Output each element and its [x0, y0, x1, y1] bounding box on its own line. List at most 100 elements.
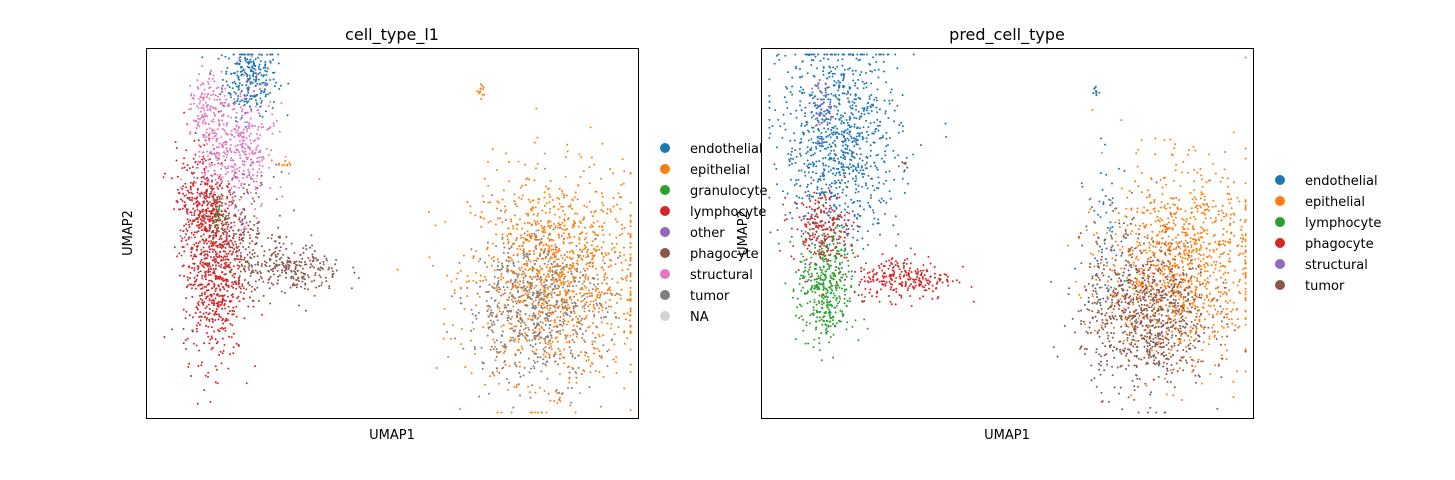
scatter-point [814, 141, 817, 144]
scatter-point [243, 97, 246, 100]
scatter-point [211, 280, 214, 283]
scatter-point [571, 355, 574, 358]
scatter-point [216, 214, 218, 217]
scatter-point [552, 248, 555, 251]
scatter-point [205, 166, 208, 169]
scatter-point [239, 252, 242, 254]
scatter-point [224, 246, 227, 249]
scatter-point [543, 228, 546, 231]
scatter-point [585, 329, 587, 332]
scatter-point [495, 286, 498, 289]
scatter-point [535, 348, 538, 351]
scatter-point [527, 269, 530, 272]
scatter-point [873, 161, 876, 164]
scatter-point [250, 97, 253, 100]
scatter-point [575, 335, 578, 338]
scatter-point [487, 201, 490, 204]
scatter-point [545, 202, 548, 205]
scatter-point [549, 311, 552, 314]
scatter-point [238, 126, 241, 129]
scatter-point [522, 253, 525, 256]
scatter-point [224, 87, 227, 90]
scatter-point [502, 286, 505, 289]
scatter-point [840, 179, 843, 182]
scatter-point [239, 233, 242, 236]
scatter-point [581, 333, 584, 335]
scatter-point [865, 119, 868, 122]
scatter-point [843, 85, 846, 88]
scatter-point [200, 235, 203, 238]
scatter-point [583, 226, 586, 229]
scatter-point [832, 131, 835, 134]
scatter-point [543, 350, 546, 353]
scatter-point [522, 374, 525, 377]
scatter-point [616, 220, 619, 223]
scatter-point [574, 191, 577, 194]
scatter-point [838, 160, 841, 163]
scatter-point [548, 327, 551, 330]
scatter-point [582, 170, 585, 173]
scatter-point [215, 87, 218, 90]
scatter-point [185, 297, 188, 299]
scatter-point [829, 152, 832, 155]
series-epithelial [270, 83, 632, 414]
scatter-point [205, 143, 208, 145]
scatter-point [571, 266, 573, 269]
scatter-point [216, 212, 219, 215]
scatter-point [244, 270, 247, 273]
scatter-point [250, 80, 252, 83]
scatter-point [213, 115, 216, 117]
scatter-point [325, 280, 328, 283]
scatter-point [539, 320, 542, 323]
scatter-point [245, 156, 248, 159]
scatter-point [867, 126, 870, 129]
scatter-point [827, 93, 830, 96]
scatter-point [256, 227, 259, 230]
scatter-point [527, 258, 530, 261]
scatter-point [248, 242, 251, 245]
scatter-point [810, 176, 813, 179]
scatter-point [887, 53, 890, 56]
scatter-point [247, 147, 250, 149]
scatter-point [539, 276, 542, 278]
scatter-point [600, 246, 603, 249]
scatter-point [196, 216, 199, 219]
scatter-point [577, 255, 580, 258]
scatter-point [566, 236, 569, 239]
scatter-point [201, 116, 204, 119]
scatter-point [582, 267, 585, 270]
scatter-point [558, 236, 561, 239]
scatter-point [543, 196, 546, 199]
scatter-point [335, 258, 338, 261]
scatter-point [209, 256, 212, 259]
scatter-point [505, 345, 508, 348]
scatter-point [255, 73, 258, 76]
scatter-point [803, 217, 805, 220]
scatter-point [186, 337, 189, 340]
scatter-point [585, 286, 588, 289]
scatter-point [227, 319, 230, 321]
scatter-point [521, 286, 524, 289]
scatter-point [541, 209, 544, 212]
scatter-point [819, 175, 822, 178]
scatter-point [287, 261, 290, 264]
scatter-point [514, 300, 517, 303]
scatter-point [259, 149, 262, 152]
scatter-point [526, 221, 529, 224]
scatter-point [569, 251, 572, 253]
scatter-point [570, 258, 573, 261]
scatter-point [239, 134, 242, 137]
scatter-point [233, 248, 236, 251]
scatter-point [543, 152, 546, 155]
scatter-point [253, 151, 256, 154]
scatter-point [617, 326, 620, 329]
scatter-point [205, 190, 208, 193]
scatter-point [514, 354, 517, 357]
scatter-point [867, 243, 870, 246]
scatter-point [583, 297, 586, 300]
scatter-point [556, 392, 559, 395]
scatter-point [569, 205, 572, 208]
scatter-point [480, 225, 483, 228]
scatter-point [219, 350, 222, 353]
scatter-point [239, 92, 242, 95]
